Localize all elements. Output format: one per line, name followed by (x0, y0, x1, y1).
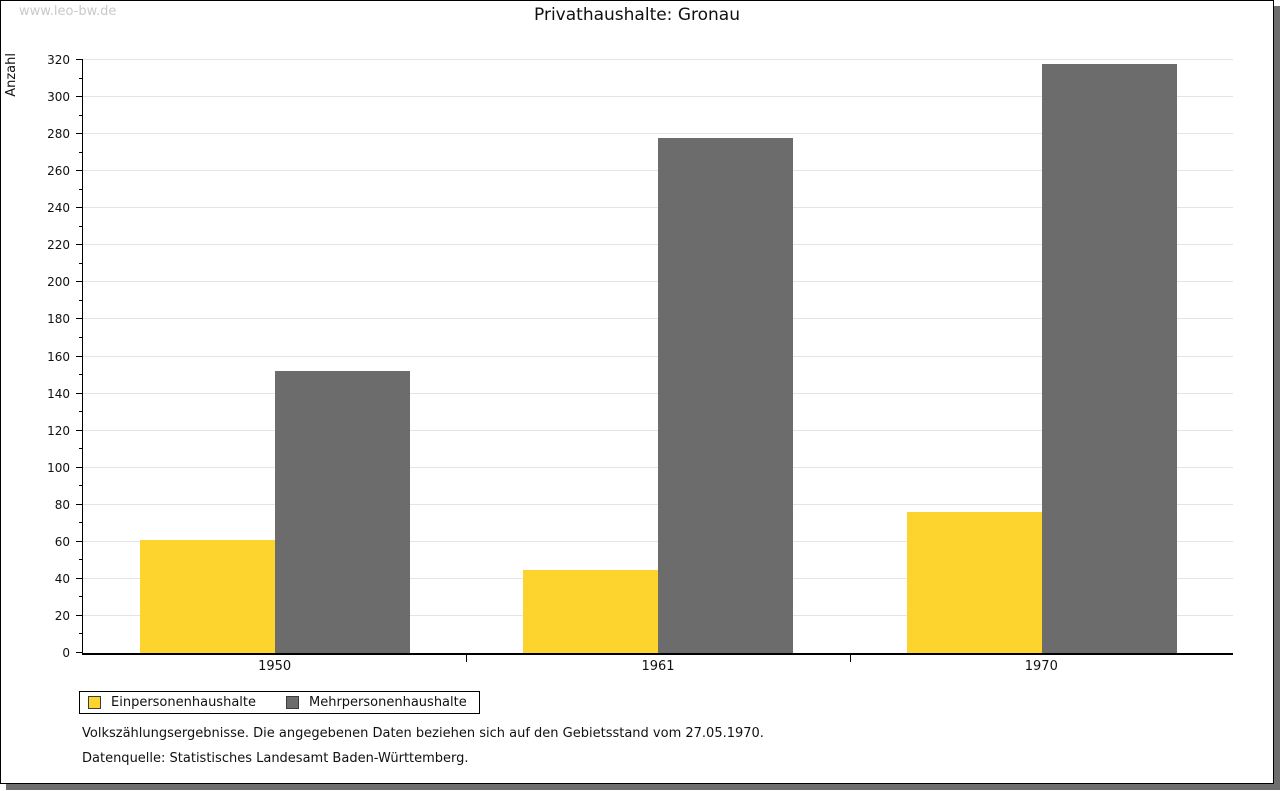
x-axis-tick-labels: 1950 1961 1970 (83, 659, 1233, 675)
gridline (83, 207, 1233, 209)
y-axis-tick (79, 151, 83, 153)
x-axis-line (82, 653, 1233, 655)
y-axis-tick (79, 633, 83, 635)
y-axis-tick (76, 170, 83, 172)
y-axis-tick (76, 652, 83, 653)
bar-mehrpersonenhaushalte-1970 (1041, 63, 1177, 653)
y-axis-tick (79, 114, 83, 116)
legend-item: Einpersonenhaushalte (88, 695, 256, 710)
y-tick-label: 240 (47, 201, 70, 216)
y-axis-tick (76, 355, 83, 357)
y-axis-tick (79, 522, 83, 524)
y-tick-label: 40 (54, 571, 70, 586)
y-tick-label: 120 (47, 423, 70, 438)
y-tick-label: 160 (47, 349, 70, 364)
y-tick-label: 180 (47, 312, 70, 327)
y-tick-label: 300 (47, 90, 70, 105)
y-axis-tick (79, 559, 83, 561)
gridline (83, 133, 1233, 135)
y-axis-tick (76, 59, 83, 60)
y-tick-label: 220 (47, 238, 70, 253)
bar-mehrpersonenhaushalte-1950 (275, 371, 410, 653)
y-axis-tick (76, 96, 83, 98)
legend-swatch (286, 695, 299, 709)
x-axis-tick (849, 655, 851, 662)
gridline (83, 503, 1233, 505)
gridline (83, 318, 1233, 320)
y-axis-tick (76, 244, 83, 246)
gridline (83, 429, 1233, 431)
y-axis-tick (76, 466, 83, 468)
y-tick-label: 260 (47, 164, 70, 179)
y-tick-label: 20 (54, 608, 70, 623)
y-tick-label: 60 (54, 534, 70, 549)
gridline (83, 96, 1233, 98)
y-axis-tick (76, 540, 83, 542)
y-axis-line (82, 60, 83, 653)
gridline (83, 355, 1233, 357)
y-axis-tick (79, 596, 83, 598)
y-axis-tick (76, 392, 83, 394)
plot-area: 0 20 40 60 80 100 120 140 160 180 200 220 240 260 280 3… (47, 54, 1233, 662)
y-axis-tick (79, 262, 83, 264)
gridline (83, 59, 1233, 60)
y-tick-label: 200 (47, 275, 70, 290)
y-axis-tick (76, 318, 83, 320)
footnote-source-note: Volkszählungsergebnisse. Die angegebenen… (82, 726, 764, 741)
y-axis-tick (79, 225, 83, 227)
bar-einpersonenhaushalte-1950 (140, 539, 276, 653)
y-tick-label: 100 (47, 460, 70, 475)
legend-label: Einpersonenhaushalte (111, 694, 256, 710)
bar-einpersonenhaushalte-1961 (523, 569, 659, 653)
y-axis-tick (76, 281, 83, 283)
y-axis-tick (79, 77, 83, 79)
x-axis-tick (466, 655, 468, 662)
y-axis-tick (76, 133, 83, 135)
gridline (83, 540, 1233, 542)
x-tick-label: 1961 (641, 659, 675, 674)
y-axis-tick (79, 188, 83, 190)
y-axis-tick (79, 448, 83, 450)
footnote-data-source: Datenquelle: Statistisches Landesamt Bad… (82, 751, 469, 766)
watermark: www.leo-bw.de (19, 4, 117, 19)
gridline (83, 244, 1233, 246)
y-axis-tick (79, 485, 83, 487)
legend-label: Mehrpersonenhaushalte (309, 694, 467, 710)
gridline (83, 170, 1233, 172)
chart-title: Privathaushalte: Gronau (534, 5, 740, 25)
y-axis-tick (76, 207, 83, 209)
y-axis-tick (79, 299, 83, 301)
y-tick-label: 320 (47, 53, 70, 67)
legend-item: Mehrpersonenhaushalte (286, 695, 467, 710)
x-tick-label: 1950 (258, 659, 292, 674)
y-tick-label: 140 (47, 386, 70, 401)
y-axis-tick (79, 374, 83, 376)
y-axis-tick (76, 614, 83, 616)
y-axis-label: Anzahl (4, 53, 19, 97)
x-tick-label: 1970 (1024, 659, 1058, 674)
y-tick-label: 0 (62, 646, 70, 660)
y-axis-tick (76, 503, 83, 505)
bar-einpersonenhaushalte-1970 (906, 512, 1042, 653)
gridline (83, 281, 1233, 283)
y-axis-tick (79, 336, 83, 338)
y-axis-tick (76, 577, 83, 579)
gridline (83, 392, 1233, 394)
y-tick-label: 280 (47, 127, 70, 142)
legend-swatch (88, 695, 101, 709)
y-axis-tick (76, 429, 83, 431)
bar-mehrpersonenhaushalte-1961 (658, 137, 794, 653)
y-axis-tick (79, 411, 83, 413)
legend: Einpersonenhaushalte Mehrpersonenhaushalt… (79, 691, 480, 714)
gridline (83, 466, 1233, 468)
y-tick-label: 80 (54, 497, 70, 512)
